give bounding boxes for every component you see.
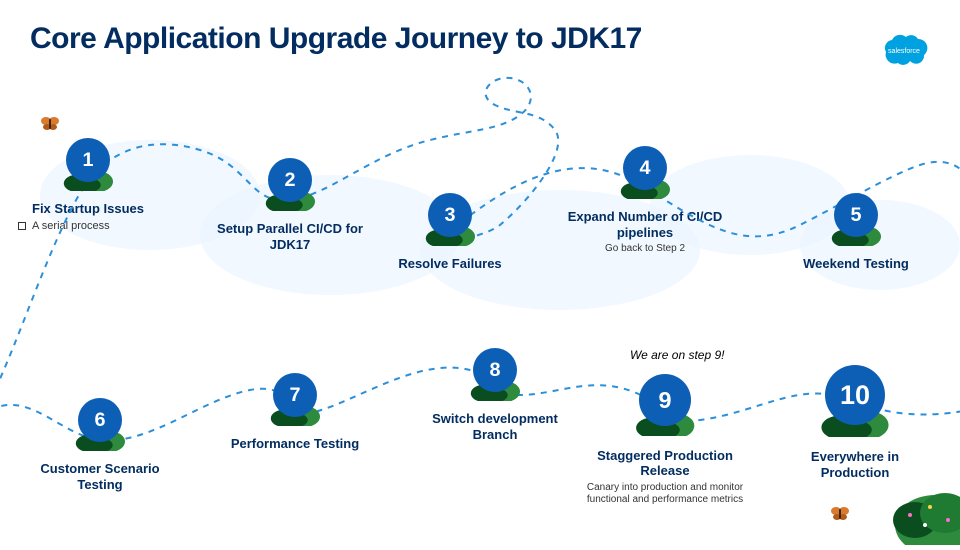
step-title: Performance Testing bbox=[225, 436, 365, 452]
salesforce-logo: salesforce bbox=[876, 30, 932, 75]
step-number-circle: 5 bbox=[834, 193, 878, 237]
step-title: Weekend Testing bbox=[786, 256, 926, 272]
step-title: Staggered Production Release bbox=[575, 448, 755, 479]
step-3: 3 Resolve Failures bbox=[380, 193, 520, 272]
bullet-icon bbox=[18, 222, 26, 230]
step-5: 5 Weekend Testing bbox=[786, 193, 926, 272]
step-title: Setup Parallel CI/CD for JDK17 bbox=[205, 221, 375, 252]
step-1: 1 Fix Startup Issues A serial process bbox=[8, 138, 168, 234]
step-number-circle: 3 bbox=[428, 193, 472, 237]
step-6: 6 Customer Scenario Testing bbox=[25, 398, 175, 492]
step-10: 10Everywhere in Production bbox=[785, 365, 925, 480]
svg-text:salesforce: salesforce bbox=[888, 48, 920, 55]
decorative-bush-corner bbox=[880, 475, 960, 550]
step-7: 7 Performance Testing bbox=[225, 373, 365, 452]
step-subtitle: Canary into production and monitor funct… bbox=[575, 482, 755, 507]
step-number-circle: 9 bbox=[639, 374, 691, 426]
page-title: Core Application Upgrade Journey to JDK1… bbox=[30, 22, 642, 56]
step-number-circle: 10 bbox=[825, 365, 885, 425]
step-title: Expand Number of CI/CD pipelines bbox=[550, 209, 740, 240]
step-title: Resolve Failures bbox=[380, 256, 520, 272]
step-number-circle: 8 bbox=[473, 348, 517, 392]
step-number-circle: 2 bbox=[268, 158, 312, 202]
step-number-circle: 7 bbox=[273, 373, 317, 417]
step-number-circle: 1 bbox=[66, 138, 110, 182]
step-title: Fix Startup Issues bbox=[8, 201, 168, 217]
step-title: Customer Scenario Testing bbox=[25, 461, 175, 492]
step-subtitle: Go back to Step 2 bbox=[550, 243, 740, 256]
step-number-circle: 6 bbox=[78, 398, 122, 442]
step-8: 8 Switch development Branch bbox=[425, 348, 565, 442]
step-title: Switch development Branch bbox=[425, 411, 565, 442]
step-9: 9 Staggered Production Release Canary into… bbox=[575, 374, 755, 507]
step-subtitle: A serial process bbox=[8, 220, 168, 234]
current-step-annotation: We are on step 9! bbox=[630, 348, 725, 362]
butterfly-icon bbox=[40, 115, 60, 138]
butterfly-icon bbox=[830, 505, 850, 528]
step-2: 2 Setup Parallel CI/CD for JDK17 bbox=[205, 158, 375, 252]
step-4: 4 Expand Number of CI/CD pipelines Go back… bbox=[550, 146, 740, 256]
step-number-circle: 4 bbox=[623, 146, 667, 190]
